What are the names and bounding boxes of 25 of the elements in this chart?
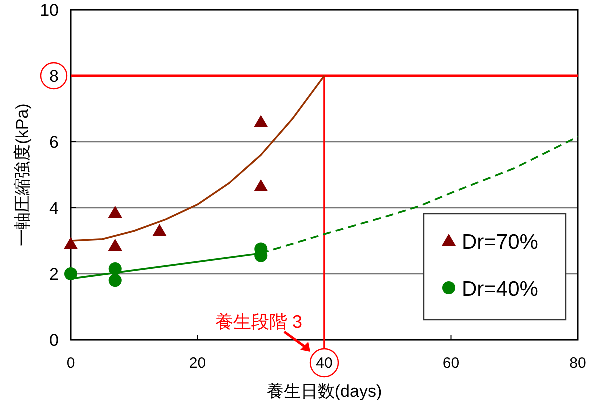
y-tick-label: 10 bbox=[40, 1, 59, 20]
point bbox=[152, 224, 167, 236]
x-tick-label: 80 bbox=[570, 355, 586, 372]
x-axis-title: 養生日数(days) bbox=[266, 382, 382, 401]
point bbox=[254, 180, 268, 192]
legend-label: Dr=40% bbox=[462, 278, 538, 301]
point bbox=[108, 274, 122, 288]
point bbox=[108, 238, 122, 251]
point bbox=[64, 237, 78, 250]
point bbox=[64, 268, 78, 280]
y-tick-label: 0 bbox=[50, 331, 59, 350]
point bbox=[108, 262, 122, 276]
x-tick-label: 40 bbox=[316, 355, 333, 372]
x-tick-label: 60 bbox=[442, 355, 460, 372]
y-tick-label: 4 bbox=[50, 199, 59, 218]
annotation: 養生段階 3 bbox=[215, 312, 302, 332]
y-tick-label: 8 bbox=[50, 67, 59, 86]
legend-label: Dr=70% bbox=[462, 231, 538, 254]
y-tick-label: 6 bbox=[50, 133, 59, 152]
x-tick-label: 0 bbox=[66, 355, 76, 372]
y-tick-label: 2 bbox=[50, 265, 59, 284]
x-tick-label: 20 bbox=[189, 355, 206, 372]
y-axis-title: 一軸圧縮強度(kPa) bbox=[13, 104, 32, 246]
point bbox=[108, 206, 122, 218]
point bbox=[254, 115, 268, 128]
